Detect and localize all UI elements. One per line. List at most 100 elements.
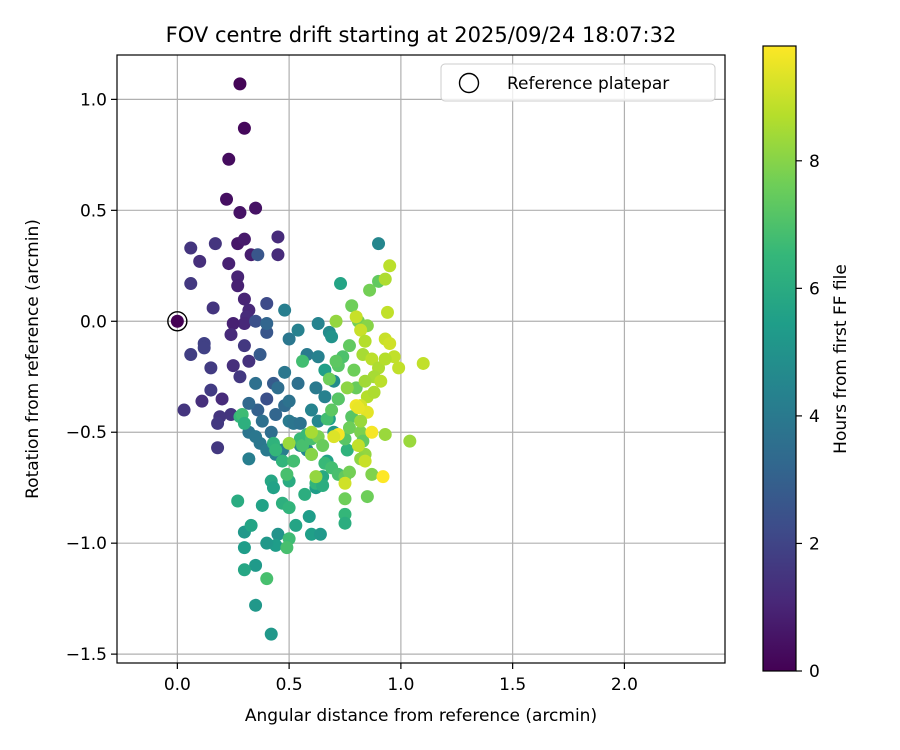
scatter-point [378,272,392,286]
scatter-point [365,352,379,366]
y-tick-label: −0.5 [66,423,107,443]
scatter-point [291,376,305,390]
scatter-point [296,354,310,368]
scatter-point [215,392,229,406]
scatter-point [325,403,339,417]
scatter-point [313,527,327,541]
y-tick-label: −1.0 [66,534,107,554]
scatter-point [260,536,274,550]
scatter-point [271,230,285,244]
chart-title: FOV centre drift starting at 2025/09/24 … [166,23,677,47]
scatter-point [237,232,251,246]
y-tick-label: 0.0 [80,312,107,332]
scatter-point [329,354,343,368]
scatter-point [351,439,365,453]
scatter-point [260,392,274,406]
scatter-point [342,465,356,479]
scatter-point [327,430,341,444]
scatter-point [204,361,218,375]
scatter-point [253,348,267,362]
scatter-point [231,494,245,508]
scatter-point [309,381,323,395]
scatter-point [365,467,379,481]
scatter-point [282,436,296,450]
scatter-point [226,316,240,330]
scatter-point [197,341,211,355]
scatter-point [269,407,283,421]
y-axis-ticks: −1.5 −1.0 −0.5 0.0 0.5 1.0 [66,90,117,665]
scatter-point [338,476,352,490]
scatter-point [237,541,251,555]
scatter-point [340,443,354,457]
scatter-point [282,332,296,346]
scatter-point [233,370,247,384]
scatter-point [304,403,318,417]
scatter-point [184,277,198,291]
y-tick-label: 0.5 [80,201,107,221]
legend-label: Reference platepar [507,74,669,94]
scatter-point [318,390,332,404]
scatter-point [311,316,325,330]
scatter-point [242,452,256,466]
scatter-point [316,439,330,453]
colorbar-tick-label: 0 [809,662,820,682]
scatter-point [271,248,285,262]
scatter-point [211,416,225,430]
scatter-point [206,301,220,315]
scatter-point [367,385,381,399]
scatter-point [280,467,294,481]
scatter-point [260,297,274,311]
x-tick-label: 2.0 [611,675,638,695]
scatter-point [233,77,247,91]
scatter-point [237,292,251,306]
reference-point-fill [170,314,184,328]
scatter-point [222,152,236,166]
colorbar-bar [762,45,797,672]
scatter-points [177,77,430,641]
scatter-point [322,372,336,386]
scatter-point [222,257,236,271]
scatter-point [278,365,292,379]
colorbar-tick-label: 8 [809,152,820,172]
y-tick-label: −1.5 [66,645,107,665]
scatter-point [360,490,374,504]
scatter-point [342,339,356,353]
scatter-point [358,374,372,388]
scatter-point [255,498,269,512]
scatter-point [416,356,430,370]
scatter-point [242,396,256,410]
scatter-point [237,339,251,353]
scatter-point [334,277,348,291]
x-axis-label: Angular distance from reference (arcmin) [245,706,597,726]
colorbar-label: Hours from first FF file [831,264,851,454]
scatter-point [237,121,251,135]
scatter-point [231,279,245,293]
scatter-point [403,434,417,448]
scatter-point [255,414,269,428]
scatter-point [311,350,325,364]
scatter-point [365,425,379,439]
scatter-point [260,572,274,586]
scatter-point [269,443,283,457]
scatter-point [349,310,363,324]
legend-marker-open-circle [458,72,480,94]
scatter-point [271,381,285,395]
scatter-point [349,381,363,395]
scatter-point [291,323,305,337]
scatter-point [354,323,368,337]
scatter-point [251,248,265,262]
scatter-point [249,430,263,444]
scatter-point [309,470,323,484]
scatter-point [275,454,289,468]
scatter-point [304,425,318,439]
scatter-point [331,392,345,406]
scatter-point [244,518,258,532]
scatter-point [211,441,225,455]
scatter-point [304,447,318,461]
scatter-point [233,206,247,220]
scatter-point [380,305,394,319]
scatter-point [378,427,392,441]
scatter-point [338,516,352,530]
colorbar: 0 2 4 6 8 Hours from first FF file [762,45,851,682]
scatter-point [347,363,361,377]
